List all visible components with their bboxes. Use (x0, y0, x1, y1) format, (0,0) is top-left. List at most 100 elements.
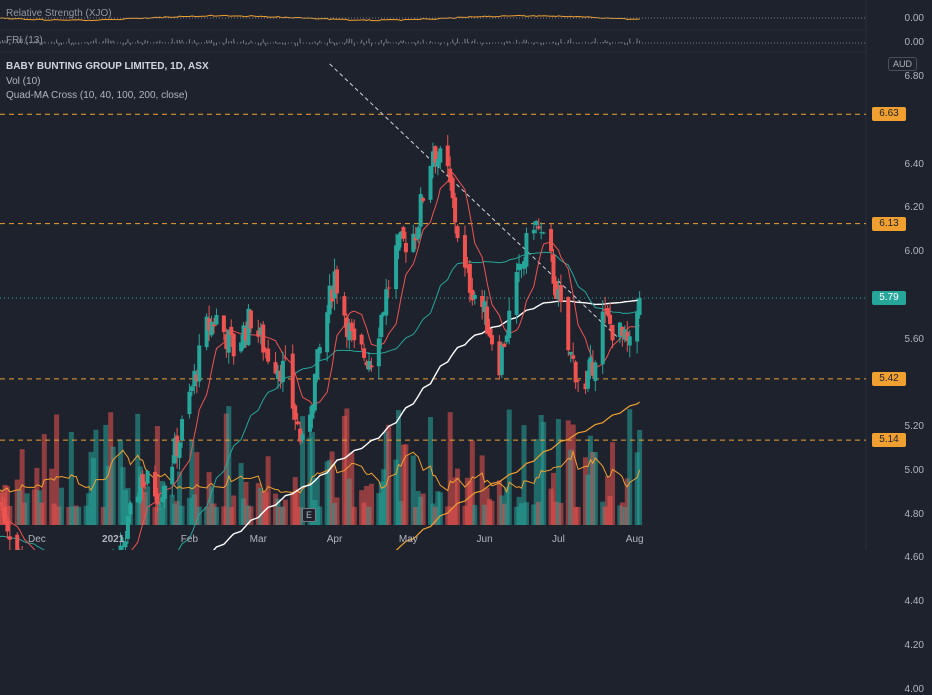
candle[interactable] (15, 532, 19, 550)
candle[interactable] (20, 546, 24, 550)
candle[interactable] (638, 291, 642, 318)
candle-body (517, 264, 521, 270)
candle-body (542, 233, 546, 234)
candle[interactable] (593, 360, 597, 391)
candle-body (534, 221, 538, 225)
volume-bar (507, 410, 512, 525)
volume-bar (197, 507, 202, 525)
time-tick-label: Jun (477, 534, 493, 545)
candle[interactable] (197, 334, 201, 387)
volume-bar (610, 442, 615, 525)
candle-body (507, 311, 511, 338)
candle[interactable] (214, 309, 218, 326)
candle[interactable] (515, 263, 519, 324)
candle-body (352, 329, 356, 341)
candle-body (369, 365, 373, 367)
candle-body (214, 315, 218, 324)
candle-body (190, 386, 194, 391)
symbol-title[interactable]: BABY BUNTING GROUP LIMITED, 1D, ASX (6, 61, 209, 72)
candle[interactable] (266, 339, 270, 364)
candle-body (628, 336, 632, 345)
candle-body (576, 380, 580, 381)
candle[interactable] (456, 224, 460, 242)
candle[interactable] (384, 279, 388, 325)
candle[interactable] (502, 342, 506, 347)
candle[interactable] (401, 226, 405, 242)
candle-body (291, 354, 295, 409)
level-price-tag: 5.42 (872, 372, 906, 386)
candle[interactable] (293, 403, 297, 430)
volume-bar (490, 501, 495, 525)
price-chart[interactable] (0, 0, 932, 550)
volume-legend[interactable]: Vol (10) (6, 76, 40, 87)
candle-body (394, 245, 398, 289)
candle[interactable] (315, 349, 319, 382)
currency-badge[interactable]: AUD (888, 57, 917, 71)
candle-body (163, 486, 167, 499)
quad-ma-legend[interactable]: Quad-MA Cross (10, 40, 100, 200, close) (6, 90, 188, 101)
candle[interactable] (601, 300, 605, 374)
candle[interactable] (360, 333, 364, 350)
candle[interactable] (542, 232, 546, 235)
volume-bar (627, 409, 632, 525)
candle-body (266, 349, 270, 362)
volume-bar (472, 505, 477, 525)
volume-bar (524, 502, 529, 525)
volume-bar (335, 497, 340, 525)
candle-body (574, 362, 578, 382)
volume-bar (76, 507, 81, 525)
candle-body (552, 255, 556, 284)
candle-body (155, 494, 159, 504)
price-tick-label: 4.20 (884, 640, 924, 651)
candle-body (569, 352, 573, 355)
candle[interactable] (566, 297, 570, 357)
candle-body (411, 234, 415, 252)
candle[interactable] (463, 225, 467, 276)
candle-body (301, 434, 305, 440)
time-tick-label: May (399, 534, 418, 545)
volume-bar (317, 506, 322, 525)
candle[interactable] (146, 470, 150, 486)
level-price-tag: 5.14 (872, 433, 906, 447)
volume-bar (541, 422, 546, 525)
candle[interactable] (178, 440, 182, 470)
price-tick-label: 4.00 (884, 684, 924, 695)
candle-body (438, 148, 442, 162)
candle[interactable] (126, 516, 130, 544)
candle[interactable] (429, 166, 433, 203)
candle[interactable] (5, 519, 9, 538)
candle-body (180, 419, 184, 440)
candle[interactable] (232, 333, 236, 365)
candle-body (3, 507, 7, 523)
volume-bar (283, 500, 288, 525)
candle[interactable] (507, 298, 511, 345)
candle[interactable] (261, 321, 265, 361)
candle-body (502, 344, 506, 347)
candle-body (559, 285, 563, 302)
candle-body (586, 371, 590, 389)
candle-body (537, 226, 541, 228)
candle-body (178, 442, 182, 457)
fri-histogram (0, 38, 640, 46)
candle[interactable] (574, 360, 578, 389)
candle-body (335, 269, 339, 293)
candle[interactable] (500, 342, 504, 378)
candle[interactable] (416, 226, 420, 244)
candle[interactable] (362, 344, 366, 362)
candle-body (532, 230, 536, 233)
candle-body (296, 421, 300, 424)
candle-body (463, 235, 467, 267)
volume-bar (593, 452, 598, 525)
candle-body (283, 358, 287, 359)
candle[interactable] (559, 274, 563, 312)
candle-body (249, 311, 253, 329)
earnings-marker[interactable]: E (302, 508, 316, 522)
volume-bar (438, 492, 443, 525)
candle[interactable] (367, 352, 371, 372)
candle-body (143, 484, 147, 485)
volume-bar (352, 507, 357, 525)
candle[interactable] (313, 374, 317, 413)
price-tick-label: 5.00 (884, 465, 924, 476)
price-tick-label: 5.60 (884, 334, 924, 345)
candle[interactable] (539, 222, 543, 239)
